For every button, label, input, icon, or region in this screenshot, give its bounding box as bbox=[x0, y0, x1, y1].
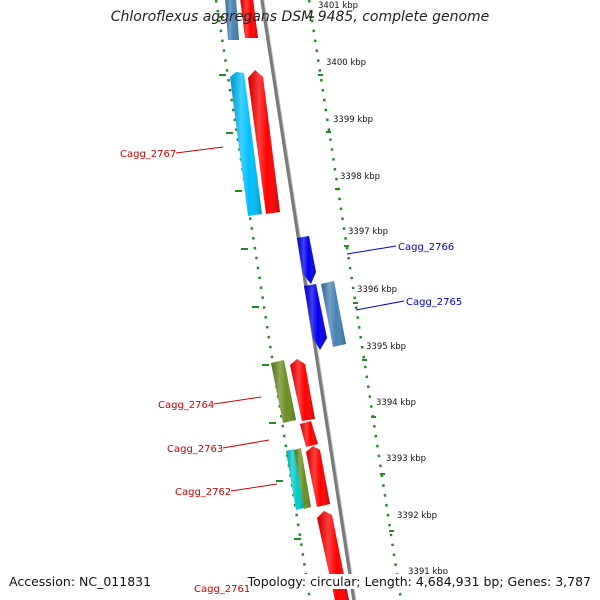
gene-cagg-2767-partner[interactable] bbox=[248, 70, 280, 214]
gene-cagg-2762-olive[interactable] bbox=[294, 448, 311, 509]
gene-label-cagg-2763: Cagg_2763 bbox=[167, 444, 223, 455]
gene-cagg-2767[interactable] bbox=[230, 72, 262, 216]
outer-major-ticks bbox=[309, 16, 394, 532]
gene-label-cagg-2764: Cagg_2764 bbox=[158, 400, 214, 411]
gene-label-cagg-2761: Cagg_2761 bbox=[194, 584, 250, 595]
tick-label: 3398 kbp bbox=[340, 172, 380, 182]
tick-labels: 3401 kbp 3400 kbp 3399 kbp 3398 kbp 3397… bbox=[318, 1, 448, 577]
inner-major-ticks bbox=[219, 16, 301, 540]
tick-label: 3396 kbp bbox=[357, 285, 397, 295]
gene-cagg-2763[interactable] bbox=[300, 421, 318, 447]
gene-cagg-2766[interactable] bbox=[297, 236, 316, 284]
tick-label: 3391 kbp bbox=[408, 567, 448, 577]
tick-label: 3394 kbp bbox=[376, 398, 416, 408]
gene-label-cagg-2767: Cagg_2767 bbox=[120, 149, 176, 160]
tick-label: 3395 kbp bbox=[366, 342, 406, 352]
inner-tick-track bbox=[214, 0, 312, 600]
outer-tick-track bbox=[307, 0, 403, 600]
tick-label: 3400 kbp bbox=[326, 58, 366, 68]
tick-label: 3393 kbp bbox=[386, 454, 426, 464]
gene-cagg-2765-blue[interactable] bbox=[304, 284, 327, 350]
gene-label-cagg-2766: Cagg_2766 bbox=[398, 242, 454, 253]
gene-top-steelblue[interactable] bbox=[225, 0, 239, 40]
accession-text: Accession: NC_011831 bbox=[9, 574, 152, 589]
gene-labels: Cagg_2767 Cagg_2766 Cagg_2765 Cagg_2764 … bbox=[120, 146, 462, 595]
gene-label-cagg-2765: Cagg_2765 bbox=[406, 297, 462, 308]
tick-label: 3399 kbp bbox=[333, 115, 373, 125]
gene-cagg-2764[interactable] bbox=[271, 360, 296, 423]
tick-label: 3397 kbp bbox=[348, 227, 388, 237]
gene-cagg-2762[interactable] bbox=[286, 449, 304, 510]
gene-cagg-2762-red[interactable] bbox=[306, 446, 330, 507]
map-title: Chloroflexus aggregans DSM 9485, complet… bbox=[110, 9, 490, 25]
tick-label: 3392 kbp bbox=[397, 511, 437, 521]
genome-summary-text: Topology: circular; Length: 4,684,931 bp… bbox=[247, 574, 591, 589]
genes bbox=[225, 0, 349, 600]
gene-top-red[interactable] bbox=[240, 0, 258, 38]
gene-cagg-2764-partner[interactable] bbox=[290, 359, 315, 421]
gene-cagg-2765[interactable] bbox=[321, 281, 346, 347]
gene-label-cagg-2762: Cagg_2762 bbox=[175, 487, 231, 498]
tick-label: 3401 kbp bbox=[318, 1, 358, 11]
